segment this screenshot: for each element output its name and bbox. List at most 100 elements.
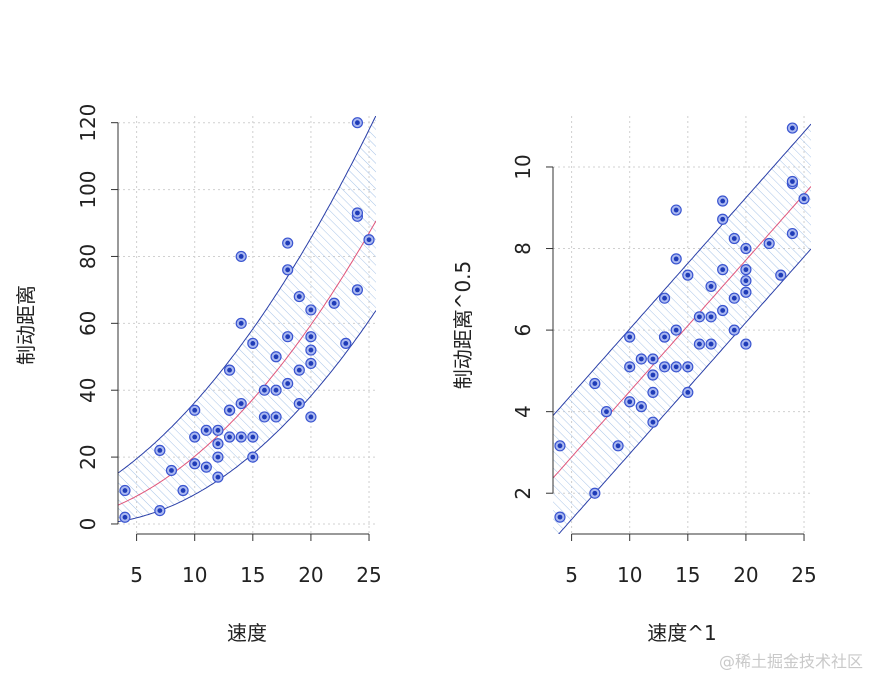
data-point-core xyxy=(331,300,337,306)
x-axis-title: 速度 xyxy=(227,621,267,645)
data-point-core xyxy=(157,508,163,513)
data-point-core xyxy=(169,468,174,473)
data-point-core xyxy=(592,490,598,496)
confidence-band xyxy=(553,124,811,534)
y-tick-label: 0 xyxy=(76,518,100,531)
data-point-core xyxy=(250,434,256,440)
data-point-core xyxy=(708,341,714,347)
data-point-core xyxy=(215,441,221,447)
left-panel: 5 10 15 20 25 0 20 40 60 80 100 120 速度 制动距离 xyxy=(14,104,382,645)
data-point-core xyxy=(790,231,795,236)
data-point-core xyxy=(296,401,302,406)
points xyxy=(554,122,810,523)
data-point-core xyxy=(673,256,679,262)
x-tick-label: 10 xyxy=(182,563,207,587)
data-point-core xyxy=(662,295,667,301)
x-axis: 5 10 15 20 25 xyxy=(565,533,817,587)
data-point-core xyxy=(731,327,737,333)
data-point-core xyxy=(157,448,163,453)
data-point-core xyxy=(227,434,232,440)
data-point-core xyxy=(285,240,291,246)
data-point-core xyxy=(743,341,749,347)
y-tick-label: 60 xyxy=(76,311,100,336)
y-tick-label: 40 xyxy=(76,377,100,402)
data-point-core xyxy=(366,237,372,243)
data-point-core xyxy=(627,364,633,370)
data-point-core xyxy=(238,401,244,406)
watermark: @稀土掘金技术社区 xyxy=(718,652,863,671)
x-tick-label: 25 xyxy=(791,563,816,587)
data-point-core xyxy=(685,390,691,395)
data-point-core xyxy=(308,361,314,366)
data-point-core xyxy=(731,236,737,241)
data-point-core xyxy=(673,327,679,333)
data-point-core xyxy=(627,399,633,405)
data-point-core xyxy=(238,254,244,259)
data-point-core xyxy=(308,307,314,313)
y-axis: 0 20 40 60 80 100 120 xyxy=(76,104,119,531)
y-tick-label: 4 xyxy=(511,405,535,418)
data-point-core xyxy=(227,407,232,413)
x-tick-label: 20 xyxy=(733,563,758,587)
data-point-core xyxy=(638,404,644,410)
data-point-core xyxy=(250,454,256,460)
data-point-core xyxy=(650,390,656,395)
data-point-core xyxy=(731,295,737,301)
data-point-core xyxy=(122,514,128,520)
data-point-core xyxy=(262,414,267,420)
data-point-core xyxy=(673,207,679,213)
data-point-core xyxy=(720,198,726,204)
data-point-core xyxy=(308,334,314,340)
upper-band-line xyxy=(553,123,811,417)
data-point-core xyxy=(743,278,749,284)
data-point-core xyxy=(355,210,360,216)
data-point-core xyxy=(790,179,795,184)
data-point-core xyxy=(215,474,221,480)
data-point-core xyxy=(203,464,209,470)
upper-band-line xyxy=(118,116,376,474)
x-tick-label: 5 xyxy=(565,563,578,587)
x-tick-label: 15 xyxy=(240,563,265,587)
right-panel: 5 10 15 20 25 2 4 6 8 10 速度^1 制动距离^0.5 xyxy=(451,116,817,645)
data-point-core xyxy=(604,409,609,415)
data-point-core xyxy=(720,308,726,313)
x-axis-title: 速度^1 xyxy=(647,621,716,645)
y-tick-label: 8 xyxy=(511,242,535,255)
data-point-core xyxy=(743,267,749,273)
data-point-core xyxy=(557,443,563,449)
data-point-core xyxy=(215,454,221,460)
x-axis: 5 10 15 20 25 xyxy=(130,533,382,587)
data-point-core xyxy=(615,443,621,449)
data-point-core xyxy=(308,414,314,420)
data-point-core xyxy=(285,267,291,273)
data-point-core xyxy=(662,364,667,370)
data-point-core xyxy=(296,367,302,373)
data-point-core xyxy=(227,367,232,373)
data-point-core xyxy=(720,216,726,222)
y-axis-title: 制动距离^0.5 xyxy=(451,261,475,390)
data-point-core xyxy=(627,334,633,340)
data-point-core xyxy=(743,246,749,251)
data-point-core xyxy=(262,387,267,393)
data-point-core xyxy=(592,381,598,386)
data-point-core xyxy=(766,241,772,246)
data-point-core xyxy=(355,120,360,126)
x-tick-label: 25 xyxy=(356,563,381,587)
data-point-core xyxy=(285,334,291,340)
data-point-core xyxy=(250,340,256,346)
data-point-core xyxy=(296,294,302,299)
data-point-core xyxy=(273,354,279,360)
data-point-core xyxy=(697,314,702,320)
y-tick-label: 2 xyxy=(511,487,535,500)
fit-line xyxy=(553,186,811,479)
data-point-core xyxy=(673,364,679,370)
y-axis: 2 4 6 8 10 xyxy=(511,154,554,500)
data-point-core xyxy=(308,347,314,353)
data-point-core xyxy=(650,356,656,362)
confidence-band xyxy=(118,116,376,522)
data-point-core xyxy=(790,125,795,131)
data-point-core xyxy=(720,267,726,273)
x-tick-label: 20 xyxy=(298,563,323,587)
data-point-core xyxy=(192,434,198,440)
data-point-core xyxy=(192,461,198,467)
